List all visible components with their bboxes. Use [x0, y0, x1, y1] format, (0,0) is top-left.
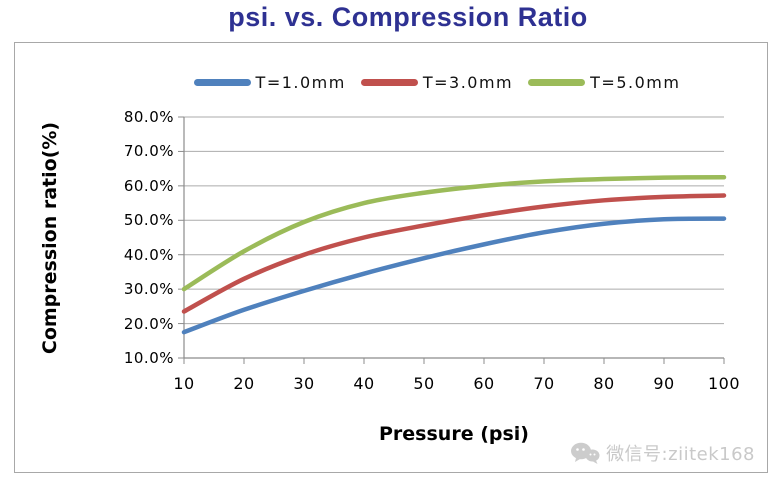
y-tick-label: 60.0% — [123, 176, 174, 195]
x-tick-label: 90 — [653, 374, 675, 393]
wechat-icon — [571, 442, 600, 464]
watermark: 微信号:ziitek168 — [570, 440, 755, 466]
plot-area — [178, 116, 727, 364]
legend-swatch — [528, 78, 586, 86]
x-tick-label: 60 — [473, 374, 495, 393]
y-tick-label: 10.0% — [123, 349, 174, 367]
legend-item: T=3.0mm — [360, 69, 514, 95]
legend-label: T=5.0mm — [590, 72, 681, 92]
legend-swatch — [360, 78, 418, 86]
x-tick-label: 40 — [353, 374, 375, 393]
series-line-T=5.0mm — [181, 175, 727, 292]
y-tick-label: 80.0% — [123, 108, 174, 126]
legend-label: T=1.0mm — [255, 72, 346, 92]
x-tick-label: 70 — [533, 374, 555, 393]
chart-title: psi. vs. Compression Ratio — [228, 2, 588, 32]
y-axis-title: Compression ratio(%) — [39, 121, 61, 355]
x-tick-label: 80 — [593, 374, 615, 393]
y-tick-label: 40.0% — [123, 245, 174, 264]
chart-frame: T=1.0mm T=3.0mm T=5.0mm 80.0% 70.0% 60.0% 50.… — [14, 42, 768, 473]
x-tick-label: 30 — [293, 374, 315, 393]
legend-label: T=3.0mm — [422, 72, 514, 92]
x-tick-label: 50 — [413, 374, 435, 393]
y-tick-label: 20.0% — [123, 314, 174, 333]
x-tick-label: 10 — [173, 374, 195, 393]
y-tick-label: 50.0% — [123, 211, 174, 230]
legend-item: T=1.0mm — [193, 69, 346, 95]
x-tick-label: 20 — [233, 374, 255, 393]
series-line-T=1.0mm — [181, 216, 727, 335]
watermark-text: 微信号:ziitek168 — [606, 444, 755, 465]
legend-item: T=5.0mm — [528, 69, 680, 95]
y-tick-label: 70.0% — [123, 142, 174, 161]
x-tick-label: 100 — [707, 374, 741, 393]
legend: T=1.0mm T=3.0mm T=5.0mm — [15, 69, 767, 95]
legend-swatch — [193, 78, 251, 86]
series-line-T=3.0mm — [181, 193, 727, 314]
y-tick-label: 30.0% — [123, 280, 174, 299]
x-axis-title: Pressure (psi) — [379, 423, 529, 445]
